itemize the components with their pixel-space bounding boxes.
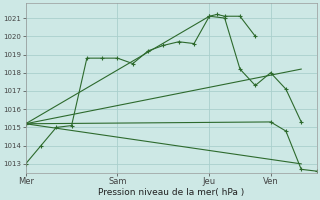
X-axis label: Pression niveau de la mer( hPa ): Pression niveau de la mer( hPa ) — [98, 188, 244, 197]
